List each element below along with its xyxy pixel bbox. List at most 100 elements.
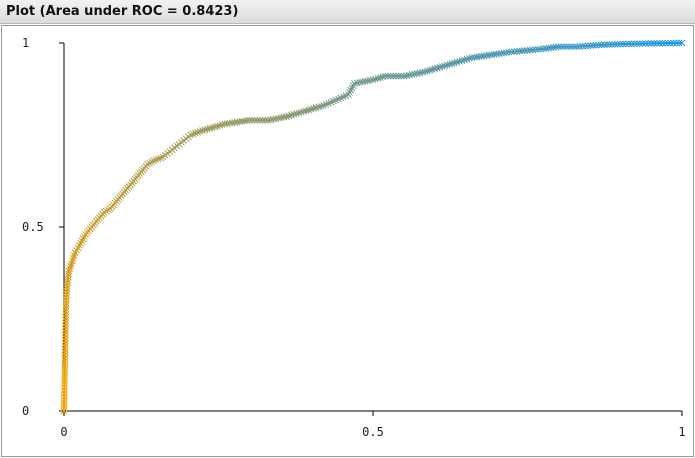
roc-point-marker (61, 340, 69, 348)
roc-point-marker (395, 72, 402, 80)
roc-point-marker (154, 155, 162, 163)
roc-point-marker (67, 262, 74, 270)
roc-point-marker (61, 381, 68, 389)
roc-point-marker (592, 41, 600, 49)
roc-point-marker (189, 130, 197, 138)
roc-point-marker (194, 128, 201, 136)
roc-point-marker (584, 42, 592, 50)
roc-point-marker (389, 72, 397, 80)
roc-point-marker (661, 39, 669, 47)
roc-point-marker (411, 70, 418, 78)
roc-point-marker (216, 122, 224, 129)
roc-point-marker (408, 71, 416, 78)
roc-point-marker (463, 55, 471, 63)
roc-point-marker (295, 109, 303, 117)
roc-point-marker (204, 125, 211, 133)
roc-point-marker (405, 71, 413, 79)
roc-point-marker (317, 102, 325, 110)
roc-point-marker (537, 45, 545, 53)
plot-titlebar: Plot (Area under ROC = 0.8423) (0, 0, 695, 24)
roc-point-marker (419, 69, 426, 76)
roc-point-marker (639, 40, 647, 47)
roc-point-marker (587, 42, 595, 50)
roc-point-marker (628, 40, 635, 48)
roc-point-marker (218, 121, 226, 129)
roc-point-marker (267, 116, 274, 124)
roc-point-marker (152, 156, 160, 164)
roc-point-marker (400, 72, 408, 80)
roc-point-marker (653, 39, 661, 47)
roc-point-marker (63, 288, 71, 295)
y-tick-label: 1 (22, 36, 29, 50)
x-tick-label: 0.5 (362, 425, 384, 439)
roc-point-marker (62, 319, 69, 327)
roc-point-marker (305, 106, 313, 114)
roc-point-marker (61, 384, 68, 391)
roc-point-marker (61, 360, 69, 368)
roc-point-marker (253, 116, 261, 124)
roc-point-marker (62, 302, 70, 310)
roc-point-marker (633, 40, 641, 48)
roc-point-marker (369, 76, 377, 84)
roc-point-marker (428, 66, 436, 73)
plot-title: Plot (Area under ROC = 0.8423) (6, 4, 239, 19)
roc-point-marker (534, 45, 542, 53)
roc-point-marker (61, 343, 69, 351)
roc-point-marker (382, 72, 389, 80)
roc-point-marker (529, 46, 537, 54)
roc-point-marker (302, 107, 310, 115)
roc-point-marker (443, 61, 451, 69)
roc-point-marker (310, 105, 318, 112)
roc-point-marker (608, 41, 616, 48)
roc-point-marker (642, 40, 649, 47)
roc-point-marker (397, 72, 405, 80)
roc-point-marker (438, 63, 446, 70)
roc-point-marker (307, 105, 315, 113)
roc-point-marker (647, 40, 655, 47)
roc-point-marker (456, 58, 463, 65)
roc-point-marker (614, 40, 621, 48)
roc-point-marker (353, 79, 361, 87)
roc-point-marker (61, 337, 69, 345)
roc-point-marker (248, 116, 256, 124)
roc-point-marker (387, 72, 395, 80)
roc-point-marker (595, 41, 603, 49)
roc-point-marker (62, 322, 69, 330)
roc-point-marker (199, 127, 206, 134)
roc-point-marker (187, 131, 195, 139)
roc-point-marker (650, 39, 658, 47)
roc-point-marker (552, 43, 560, 51)
roc-point-marker (413, 70, 421, 77)
roc-point-marker (576, 43, 584, 50)
roc-point-marker (269, 115, 277, 123)
roc-point-marker (458, 57, 466, 65)
roc-point-marker (63, 285, 71, 293)
roc-point-marker (62, 308, 70, 315)
roc-point-marker (62, 317, 70, 324)
roc-point-marker (446, 60, 453, 68)
roc-point-marker (297, 108, 305, 116)
roc-point-marker (518, 47, 526, 55)
roc-point-marker (280, 113, 288, 121)
roc-point-marker (453, 58, 461, 66)
roc-point-marker (600, 41, 608, 49)
roc-point-marker (144, 161, 151, 168)
roc-point-marker (598, 41, 606, 49)
roc-point-marker (62, 314, 70, 321)
roc-point-marker (213, 122, 221, 130)
x-tick-label: 1 (678, 425, 685, 439)
roc-point-marker (573, 43, 581, 51)
roc-point-marker (364, 77, 372, 85)
roc-point-marker (392, 72, 400, 80)
roc-point-marker (100, 208, 108, 216)
roc-point-marker (590, 42, 597, 49)
roc-point-marker (377, 74, 384, 81)
roc-point-marker (603, 41, 611, 48)
roc-point-marker (557, 43, 565, 51)
roc-point-marker (62, 328, 69, 336)
roc-point-marker (206, 125, 214, 132)
roc-point-marker (513, 48, 521, 55)
x-tick-label: 0 (60, 425, 67, 439)
roc-point-marker (630, 40, 638, 48)
